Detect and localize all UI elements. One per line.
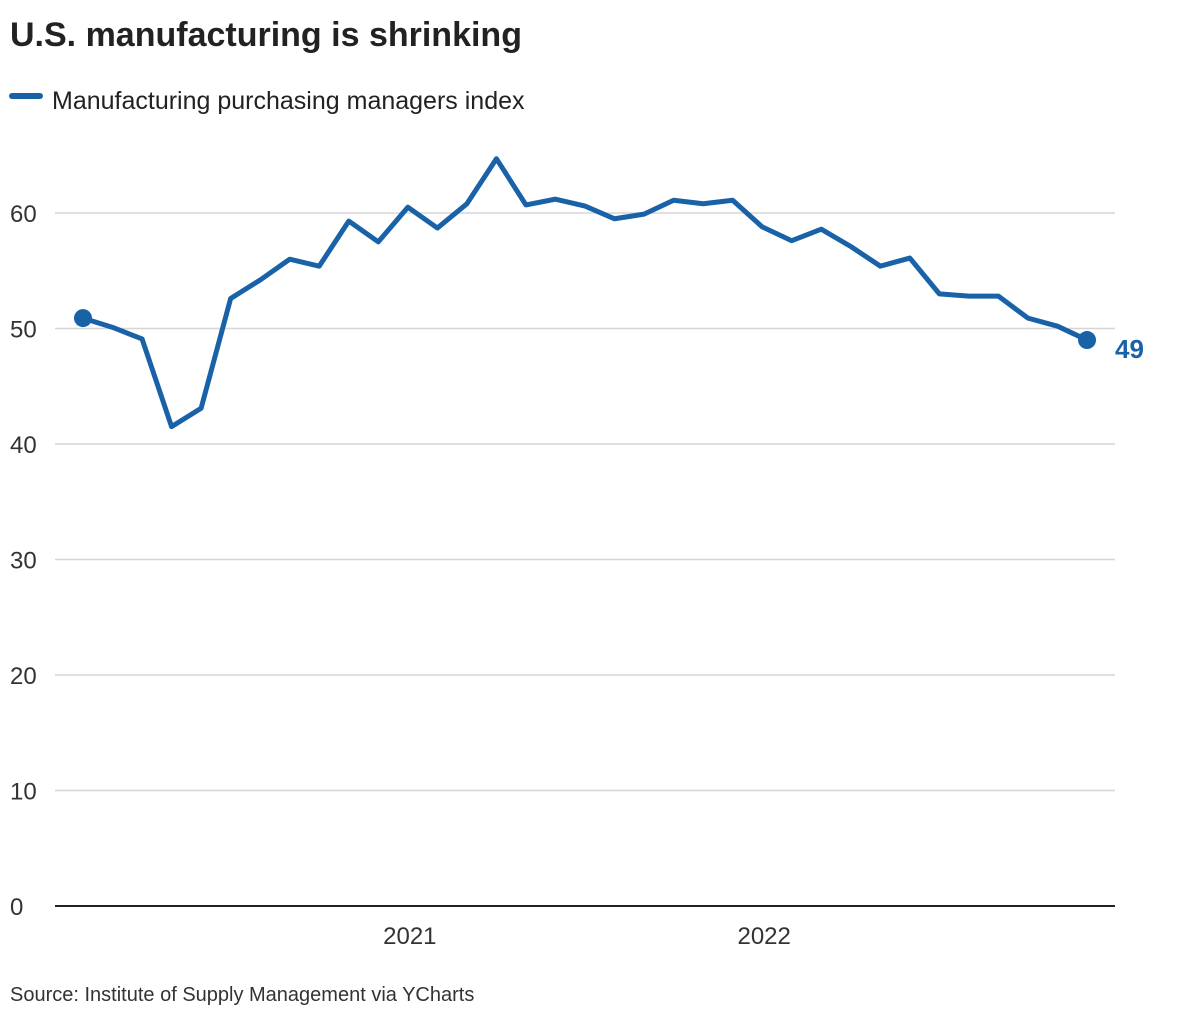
x-axis: 2021 2022 <box>383 923 791 950</box>
y-tick-label: 60 <box>10 201 37 228</box>
y-tick-label: 10 <box>10 779 37 806</box>
y-tick-label: 40 <box>10 432 37 459</box>
end-value-label: 49 <box>1115 334 1144 364</box>
source-note: Source: Institute of Supply Management v… <box>10 984 474 1006</box>
y-tick-label: 30 <box>10 548 37 575</box>
chart-title: U.S. manufacturing is shrinking <box>10 16 522 54</box>
legend: Manufacturing purchasing managers index <box>12 87 525 115</box>
x-tick-label: 2021 <box>383 923 436 950</box>
series: 49 <box>74 159 1144 427</box>
gridlines <box>55 213 1115 906</box>
y-tick-label: 0 <box>10 894 23 921</box>
endpoint-marker <box>1078 331 1096 349</box>
legend-label: Manufacturing purchasing managers index <box>52 87 525 115</box>
y-tick-label: 20 <box>10 663 37 690</box>
y-tick-label: 50 <box>10 317 37 344</box>
x-tick-label: 2022 <box>737 923 790 950</box>
endpoint-marker <box>74 309 92 327</box>
series-line <box>83 159 1087 427</box>
y-axis: 0 10 20 30 40 50 60 <box>10 201 37 921</box>
